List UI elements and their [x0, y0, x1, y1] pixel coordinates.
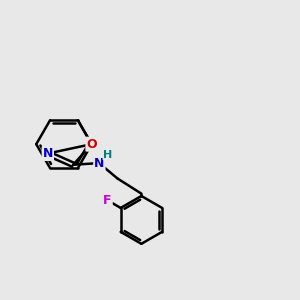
- Text: N: N: [94, 157, 105, 170]
- Text: O: O: [86, 138, 97, 151]
- Text: F: F: [103, 194, 112, 207]
- Text: H: H: [103, 150, 112, 160]
- Text: N: N: [43, 147, 53, 160]
